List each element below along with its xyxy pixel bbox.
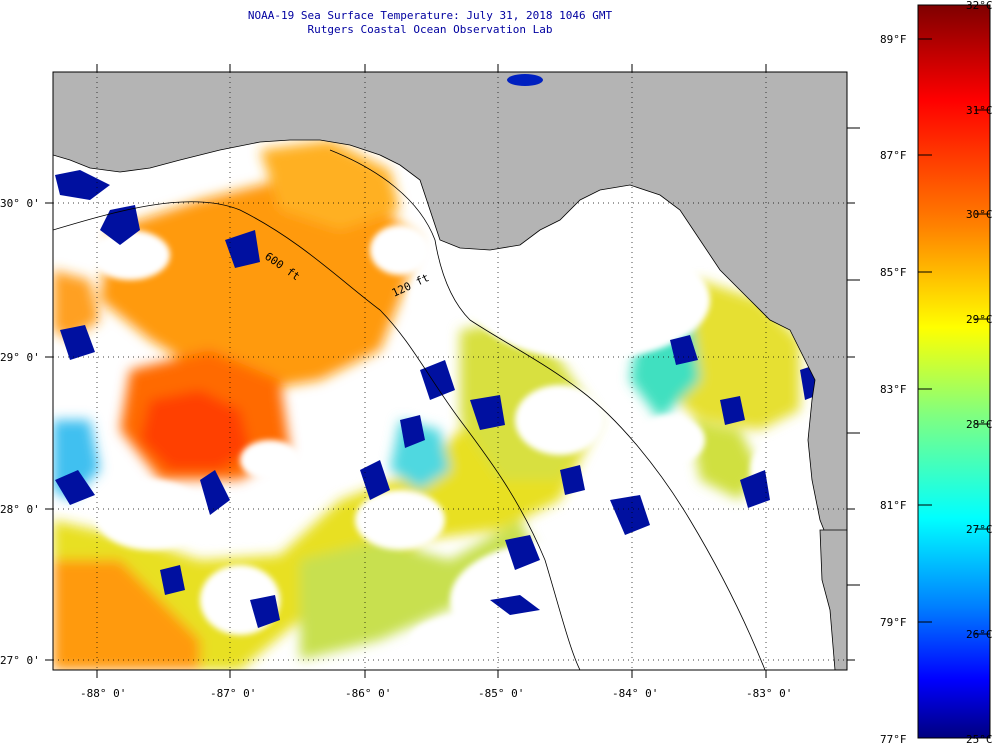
cb-f-87: 87°F bbox=[880, 149, 907, 162]
peninsula-land bbox=[819, 529, 847, 670]
cb-c-27: 27°C bbox=[966, 523, 993, 536]
cb-c-30: 30°C bbox=[966, 208, 993, 221]
cb-f-77: 77°F bbox=[880, 733, 907, 746]
cb-f-85: 85°F bbox=[880, 266, 907, 279]
lon-label-85: -85° 0' bbox=[478, 687, 524, 700]
cb-f-83: 83°F bbox=[880, 383, 907, 396]
cb-f-79: 79°F bbox=[880, 616, 907, 629]
lat-label-29: 29° 0' bbox=[0, 351, 40, 364]
lon-label-83: -83° 0' bbox=[746, 687, 792, 700]
colorbar-ticks bbox=[918, 38, 990, 635]
contour-120ft bbox=[329, 149, 766, 670]
lat-label-28: 28° 0' bbox=[0, 503, 40, 516]
cb-c-32: 32°C bbox=[966, 0, 993, 12]
cb-c-29: 29°C bbox=[966, 313, 993, 326]
cb-c-25: 25°C bbox=[966, 733, 993, 746]
lon-label-87: -87° 0' bbox=[210, 687, 256, 700]
map-title: NOAA-19 Sea Surface Temperature: July 31… bbox=[247, 9, 613, 22]
cb-c-26: 26°C bbox=[966, 628, 993, 641]
lat-label-27: 27° 0' bbox=[0, 654, 40, 667]
axis-ticks bbox=[45, 64, 860, 678]
map-plot-area bbox=[53, 72, 847, 670]
land-mass bbox=[53, 72, 847, 561]
colorbar bbox=[917, 4, 991, 739]
map-frame bbox=[52, 71, 848, 671]
map-subtitle: Rutgers Coastal Ocean Observation Lab bbox=[307, 23, 553, 36]
cb-f-81: 81°F bbox=[880, 499, 907, 512]
lat-label-30: 30° 0' bbox=[0, 197, 40, 210]
lon-label-86: -86° 0' bbox=[345, 687, 391, 700]
cloud-gaps bbox=[90, 190, 810, 665]
contour-600ft bbox=[53, 201, 581, 670]
lon-label-84: -84° 0' bbox=[612, 687, 658, 700]
inland-lake bbox=[507, 74, 543, 86]
cb-c-31: 31°C bbox=[966, 104, 993, 117]
cb-f-89: 89°F bbox=[880, 33, 907, 46]
lon-label-88: -88° 0' bbox=[80, 687, 126, 700]
cb-c-28: 28°C bbox=[966, 418, 993, 431]
